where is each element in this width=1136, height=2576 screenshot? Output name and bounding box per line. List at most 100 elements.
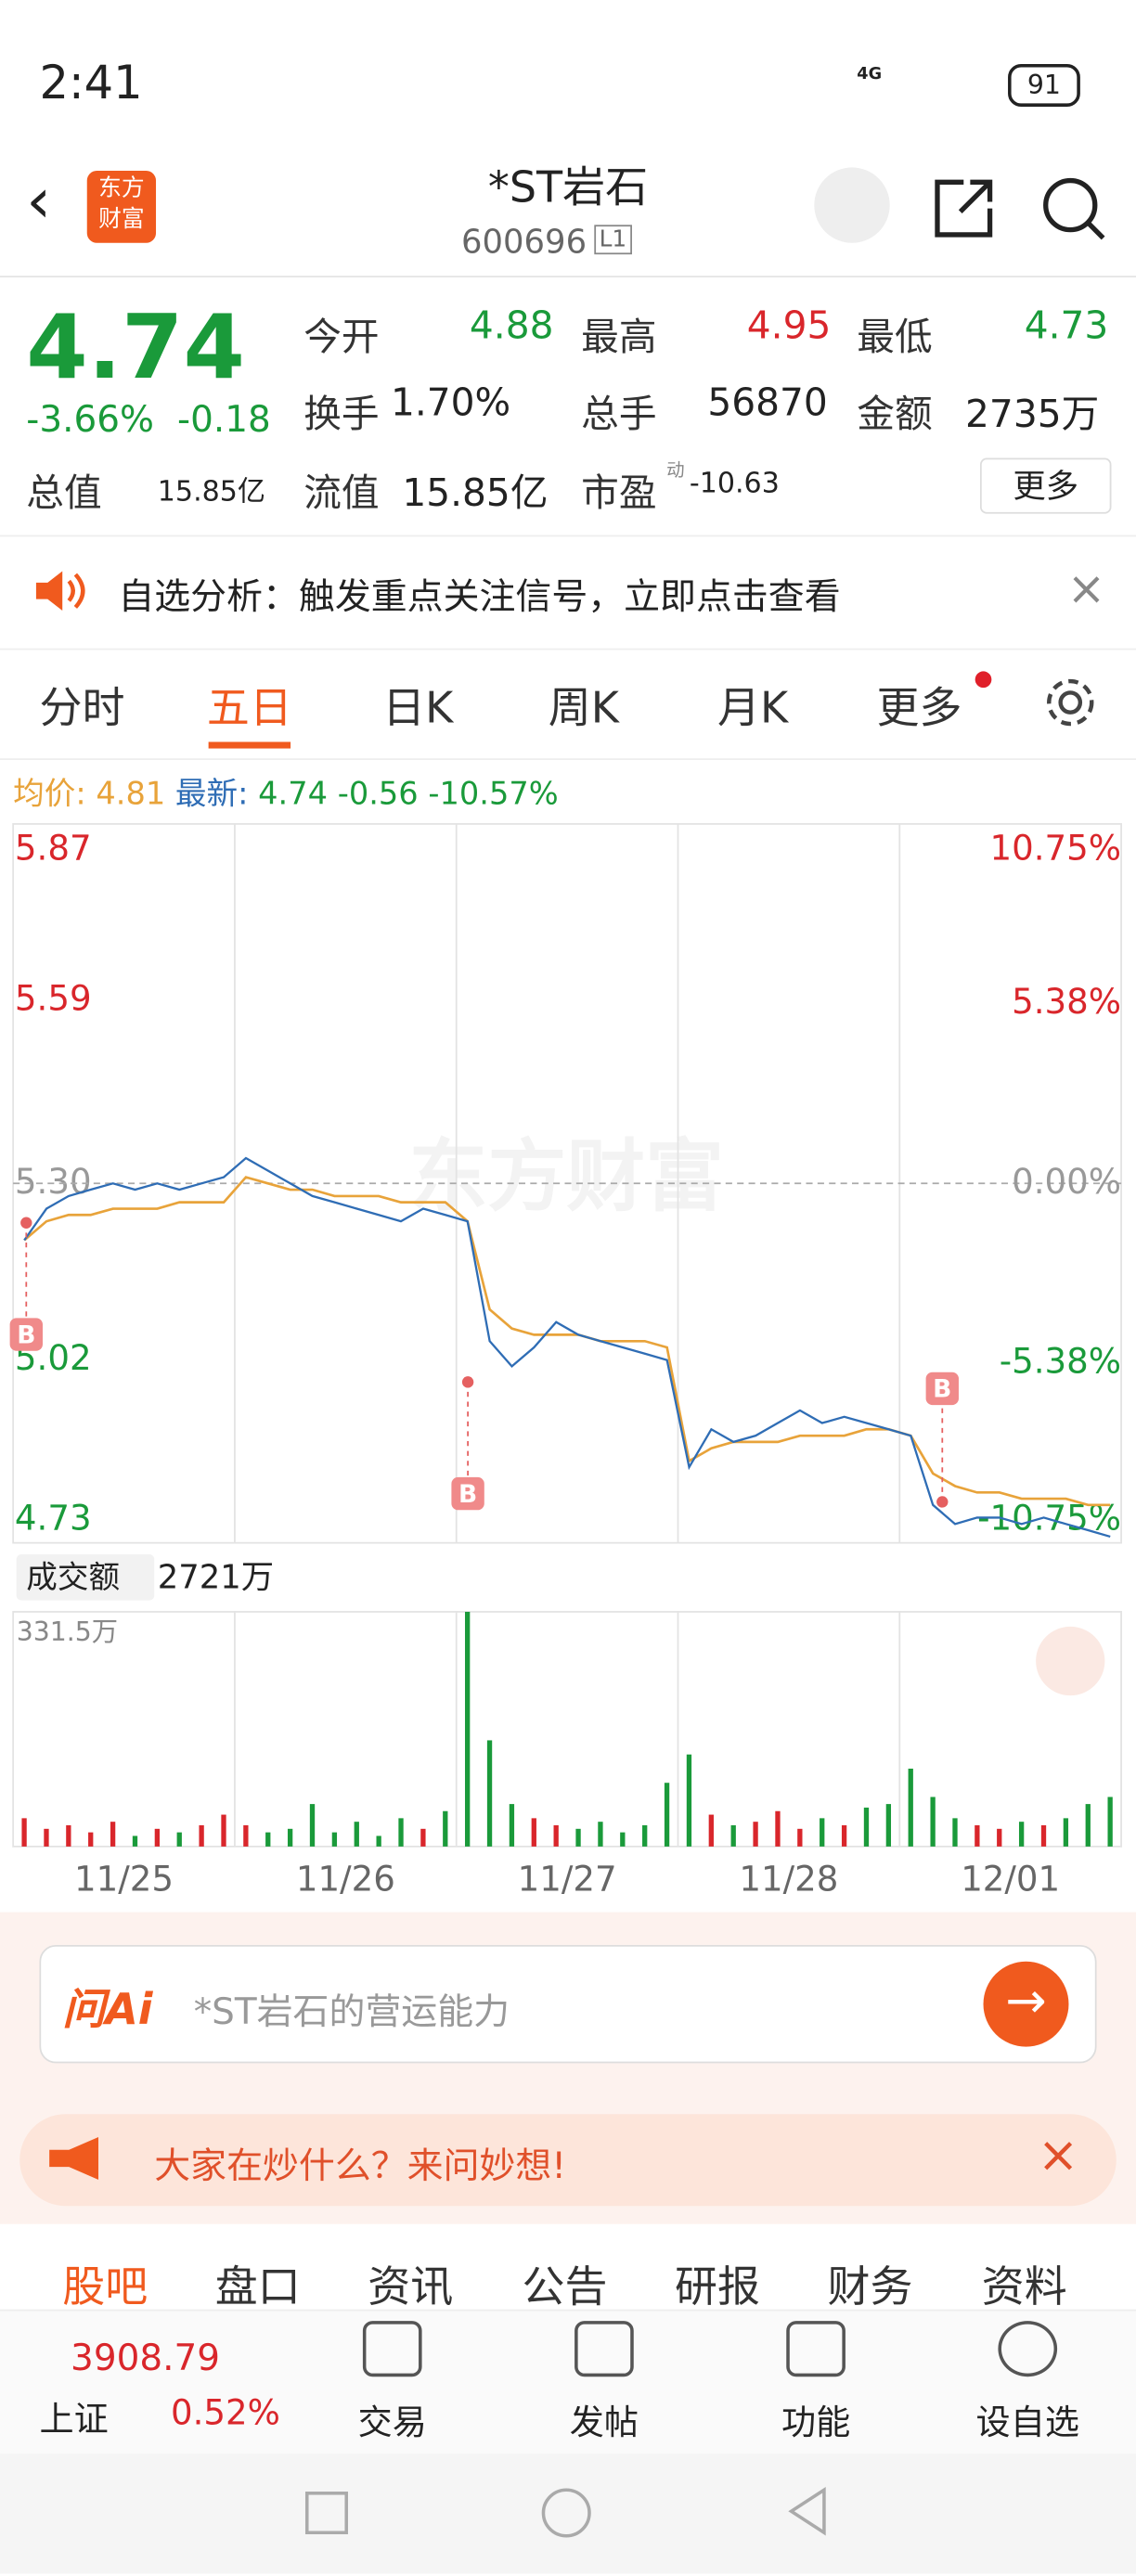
tab[interactable]: 月K [716, 684, 789, 734]
tab-indicator [208, 741, 291, 749]
y2-tick-label: 5.38% [1012, 982, 1121, 1022]
volume-bar [975, 1824, 980, 1847]
nav-icon[interactable] [574, 2321, 634, 2377]
ai-send[interactable]: → [983, 1961, 1069, 2047]
search-icon[interactable] [1038, 173, 1110, 245]
divider [0, 276, 1136, 277]
y2-tick-label: 0.00% [1012, 1162, 1121, 1202]
nav-icon[interactable] [786, 2321, 846, 2377]
recent-button[interactable] [304, 2492, 348, 2535]
nav-label[interactable]: 交易 [357, 2402, 427, 2442]
sub-tab[interactable]: 资料 [981, 2263, 1067, 2313]
more-button[interactable]: 更多 [979, 457, 1112, 514]
volume-bar [21, 1818, 27, 1847]
field-label: 最高 [581, 316, 657, 360]
volume-bar [44, 1828, 49, 1847]
logo-text: 财富 [98, 206, 145, 234]
volume-bar [110, 1822, 116, 1847]
tab[interactable]: 更多 [876, 684, 962, 734]
tab[interactable]: 日K [382, 684, 454, 734]
volume-frame [12, 1611, 1122, 1848]
volume-total: 2721万 [158, 1559, 274, 1597]
marker-box [451, 1476, 484, 1511]
home-button[interactable] [541, 2488, 591, 2538]
volume-bar [221, 1814, 226, 1847]
volume-bar [88, 1832, 94, 1847]
volume-bar [730, 1824, 736, 1847]
field-label: 流值 [303, 472, 380, 516]
close[interactable]: × [1037, 2127, 1079, 2185]
summary: 均价: 4.81 最新: 4.74 -0.56 -10.57% [13, 770, 559, 815]
volume-bar [863, 1807, 870, 1847]
field-value: 2735万 [965, 393, 1100, 437]
ai-box[interactable] [39, 1945, 1097, 2064]
sub-tab[interactable]: 股吧 [62, 2263, 148, 2313]
assistant-icon[interactable] [814, 167, 890, 243]
field-label: 最低 [857, 316, 933, 360]
volume-bar [66, 1824, 71, 1847]
nav-label[interactable]: 功能 [781, 2402, 851, 2442]
y2-tick-label: -5.38% [1000, 1342, 1121, 1382]
share-icon[interactable] [927, 173, 1000, 245]
change-pct: -3.66% [26, 400, 154, 442]
field-value: 15.85亿 [402, 472, 549, 516]
x-tick-label: 11/26 [296, 1860, 395, 1900]
volume-bar [1018, 1822, 1025, 1847]
volume-bar [553, 1824, 559, 1847]
change: -0.18 [177, 400, 271, 442]
watermark: 东方财富 [408, 1131, 724, 1223]
back[interactable]: ‹ [26, 163, 52, 237]
index-change: 0.52% [170, 2392, 280, 2433]
nav-icon[interactable] [998, 2321, 1058, 2377]
nav-icon[interactable] [362, 2321, 422, 2377]
volume-bar [997, 1828, 1002, 1847]
volume-tick-label: 331.5万 [17, 1616, 118, 1647]
expand-button [1036, 1626, 1105, 1696]
banner[interactable] [0, 535, 1136, 650]
x-tick-label: 11/27 [518, 1860, 617, 1900]
speaker-icon [35, 571, 85, 611]
volume-bar [841, 1824, 847, 1847]
sub-tab[interactable]: 资讯 [368, 2263, 454, 2313]
tab[interactable]: 分时 [39, 684, 125, 734]
volume-label: 成交额 [26, 1559, 120, 1595]
field-value: -10.63 [689, 468, 780, 501]
ai-placeholder: *ST岩石的营运能力 [193, 1992, 510, 2034]
tab[interactable]: 五日 [206, 684, 292, 734]
sub-tab[interactable]: 盘口 [214, 2263, 301, 2313]
volume-bar [598, 1822, 603, 1847]
level: L1 [594, 225, 632, 255]
chart: 东方财富 11/25 11/26 11/27 11/28 12/01 5.87 5.59 5.3… [9, 823, 1122, 1900]
settings-icon[interactable] [1040, 673, 1100, 732]
field-label: 总值 [26, 472, 102, 516]
pe-note: 动 [666, 459, 685, 482]
volume-bar [420, 1828, 426, 1847]
volume-bar [930, 1797, 936, 1847]
back-button[interactable] [784, 2485, 831, 2538]
sub-tab[interactable]: 财务 [827, 2263, 913, 2313]
volume-bar [465, 1611, 471, 1847]
sub-tab[interactable]: 公告 [522, 2263, 608, 2313]
volume-bar [620, 1832, 626, 1847]
price: 4.74 [26, 295, 245, 399]
volume-bar [531, 1818, 536, 1847]
nav-label[interactable]: 发帖 [569, 2402, 639, 2442]
x-tick-label: 12/01 [961, 1860, 1060, 1900]
sub-tab[interactable]: 研报 [674, 2263, 760, 2313]
volume-bar [908, 1768, 913, 1847]
bottom-bar [0, 2309, 1136, 2456]
y-tick-label: 5.87 [15, 829, 92, 869]
volume-bar [486, 1740, 493, 1847]
volume-bar [775, 1810, 781, 1847]
marker-label: B [933, 1375, 951, 1404]
last-value: 4.74 [258, 776, 329, 813]
volume-bar [1085, 1804, 1091, 1847]
tab[interactable]: 周K [548, 684, 619, 734]
volume-selector [16, 1554, 155, 1601]
promo[interactable] [19, 2114, 1117, 2207]
change: -0.56 [337, 776, 419, 813]
volume-bar [376, 1835, 381, 1847]
nav-label[interactable]: 设自选 [975, 2402, 1079, 2442]
average-line [23, 1176, 1111, 1507]
close[interactable]: × [1066, 560, 1106, 616]
